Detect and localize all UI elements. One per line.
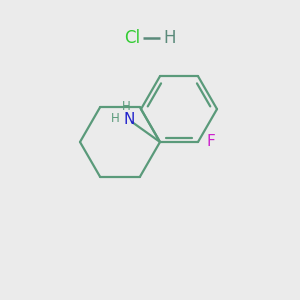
Text: F: F bbox=[206, 134, 215, 149]
Text: Cl: Cl bbox=[124, 29, 140, 47]
Text: N: N bbox=[123, 112, 135, 127]
Text: H: H bbox=[122, 100, 130, 113]
Text: H: H bbox=[164, 29, 176, 47]
Text: H: H bbox=[111, 112, 119, 125]
